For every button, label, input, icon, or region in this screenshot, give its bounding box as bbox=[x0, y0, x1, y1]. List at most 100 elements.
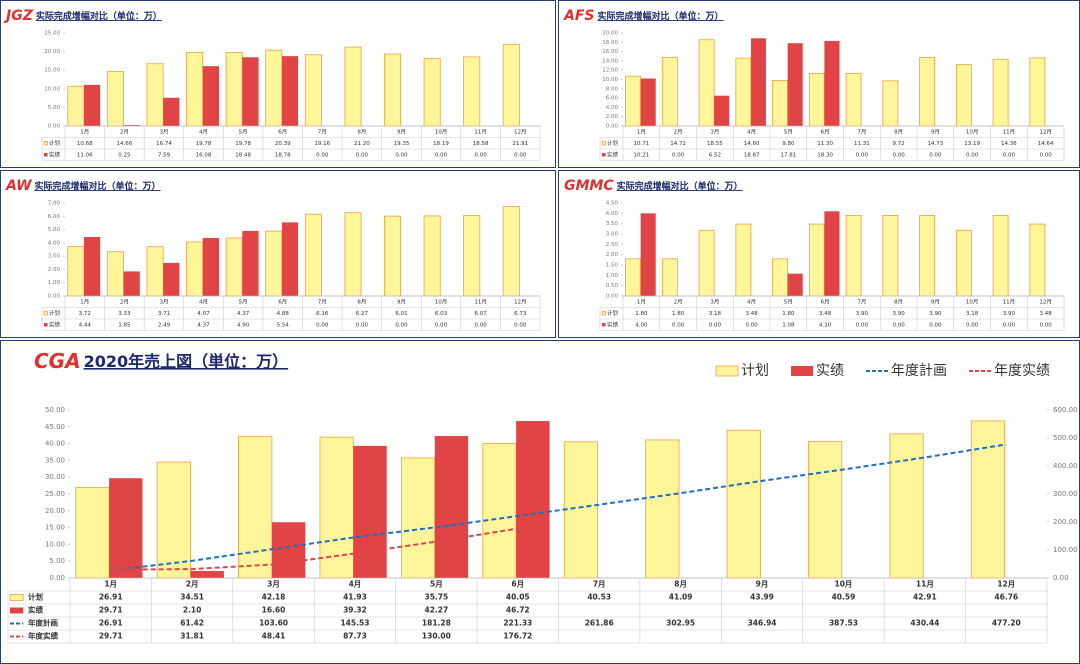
table-row-label: 年度实绩 bbox=[28, 631, 58, 641]
table-cell: 46.72 bbox=[506, 606, 530, 615]
bar bbox=[502, 44, 520, 127]
x-tick-label: 2月 bbox=[674, 128, 683, 135]
bar bbox=[735, 57, 752, 127]
bar bbox=[787, 43, 803, 126]
table-cell: 10.68 bbox=[77, 141, 93, 147]
x-tick-label: 3月 bbox=[159, 128, 168, 135]
table-cell: 261.86 bbox=[585, 619, 614, 628]
x-tick-label: 1月 bbox=[637, 298, 646, 305]
table-cell: 0.00 bbox=[672, 322, 685, 328]
bar bbox=[163, 97, 180, 126]
bar bbox=[955, 64, 972, 127]
y-tick-label: 14.00 bbox=[602, 58, 618, 64]
table-cell: 46.76 bbox=[994, 593, 1018, 602]
y-tick-label: 0.00 bbox=[606, 294, 619, 300]
bar bbox=[186, 241, 204, 297]
y-tick-label: 3.00 bbox=[606, 232, 619, 238]
table-cell: 29.71 bbox=[99, 632, 123, 641]
bar bbox=[889, 433, 924, 579]
table-cell: 3.18 bbox=[966, 311, 979, 317]
x-tick-label: 2月 bbox=[120, 298, 129, 305]
table-swatch bbox=[10, 607, 24, 614]
table-cell: 42.91 bbox=[913, 593, 937, 602]
table-swatch bbox=[43, 141, 48, 146]
chart-code: CGA bbox=[34, 349, 81, 373]
bar bbox=[787, 273, 803, 296]
table-cell: 19.16 bbox=[314, 141, 330, 147]
table-cell: 1.80 bbox=[782, 311, 795, 317]
table-cell: 35.75 bbox=[425, 593, 449, 602]
y-tick-label: 0.00 bbox=[49, 574, 65, 582]
x-tick-label: 3月 bbox=[159, 298, 168, 305]
y-tick-label: 12.00 bbox=[602, 68, 618, 74]
x-tick-label: 10月 bbox=[435, 298, 448, 305]
y-tick-label: 18.00 bbox=[602, 40, 618, 46]
bar bbox=[434, 435, 469, 578]
table-cell: 3.90 bbox=[1003, 311, 1016, 317]
table-cell: 31.81 bbox=[180, 632, 204, 641]
table-cell: 14.36 bbox=[1001, 141, 1017, 147]
chart-title: 实际完成增幅对比（单位：万） bbox=[36, 10, 162, 22]
x-tick-label: 11月 bbox=[916, 580, 934, 589]
table-swatch bbox=[601, 311, 606, 316]
bar bbox=[808, 223, 825, 297]
table-cell: 4.88 bbox=[277, 311, 290, 317]
y-tick-label: 2.50 bbox=[606, 242, 619, 248]
table-cell: 41.93 bbox=[343, 593, 367, 602]
chart-title: 实际完成增幅对比（单位：万） bbox=[597, 10, 723, 22]
bar bbox=[123, 125, 140, 126]
y-tick-label: 0.00 bbox=[606, 124, 619, 130]
table-cell: 5.54 bbox=[277, 322, 290, 328]
table-cell: 6.03 bbox=[435, 311, 448, 317]
bar bbox=[225, 52, 243, 127]
table-cell: 26.91 bbox=[99, 619, 123, 628]
table-row-label: 计划 bbox=[49, 309, 60, 317]
x-tick-label: 4月 bbox=[747, 298, 756, 305]
bar bbox=[304, 213, 322, 297]
table-cell: 0.00 bbox=[475, 322, 488, 328]
line bbox=[110, 527, 518, 571]
y-tick-label: 4.50 bbox=[606, 201, 619, 207]
table-cell: 18.58 bbox=[473, 141, 489, 147]
bar bbox=[190, 570, 224, 578]
legend-label: 年度实绩 bbox=[994, 363, 1050, 379]
y-tick-label: 0.50 bbox=[606, 283, 619, 289]
table-cell: 0.00 bbox=[395, 152, 408, 158]
y-tick-label: 5.00 bbox=[48, 105, 61, 111]
table-cell: 1.08 bbox=[782, 322, 795, 328]
y-tick-label: 2.00 bbox=[606, 252, 619, 258]
bar bbox=[661, 258, 678, 297]
x-tick-label: 3月 bbox=[710, 298, 719, 305]
bar bbox=[992, 58, 1009, 127]
x-tick-label: 9月 bbox=[397, 298, 406, 305]
table-cell: 87.73 bbox=[343, 632, 367, 641]
legend-swatch bbox=[791, 366, 813, 376]
bar bbox=[750, 38, 766, 126]
table-cell: 1.80 bbox=[672, 311, 685, 317]
bar bbox=[163, 262, 180, 296]
bar bbox=[304, 54, 322, 127]
bar bbox=[84, 84, 101, 126]
table-cell: 130.00 bbox=[422, 632, 451, 641]
table-cell: 10.21 bbox=[634, 152, 650, 158]
table-cell: 20.39 bbox=[275, 141, 291, 147]
table-cell: 0.00 bbox=[475, 152, 488, 158]
table-cell: 39.32 bbox=[343, 606, 367, 615]
x-tick-label: 11月 bbox=[1003, 128, 1016, 135]
table-cell: 6.16 bbox=[316, 311, 329, 317]
table-cell: 0.00 bbox=[356, 322, 369, 328]
x-tick-label: 8月 bbox=[894, 128, 903, 135]
x-tick-label: 12月 bbox=[514, 128, 527, 135]
legend-label: 实绩 bbox=[816, 363, 844, 379]
x-tick-label: 5月 bbox=[784, 298, 793, 305]
table-cell: 3.71 bbox=[158, 311, 170, 317]
table-cell: 3.18 bbox=[709, 311, 722, 317]
y-tick-label: 25.00 bbox=[45, 490, 65, 498]
bar bbox=[106, 71, 124, 127]
bar bbox=[824, 40, 840, 126]
table-cell: 19.35 bbox=[394, 141, 410, 147]
y-tick-label: 16.00 bbox=[602, 49, 618, 55]
table-cell: 16.08 bbox=[196, 152, 212, 158]
bar bbox=[808, 73, 825, 127]
chart-code: AW bbox=[5, 178, 32, 194]
